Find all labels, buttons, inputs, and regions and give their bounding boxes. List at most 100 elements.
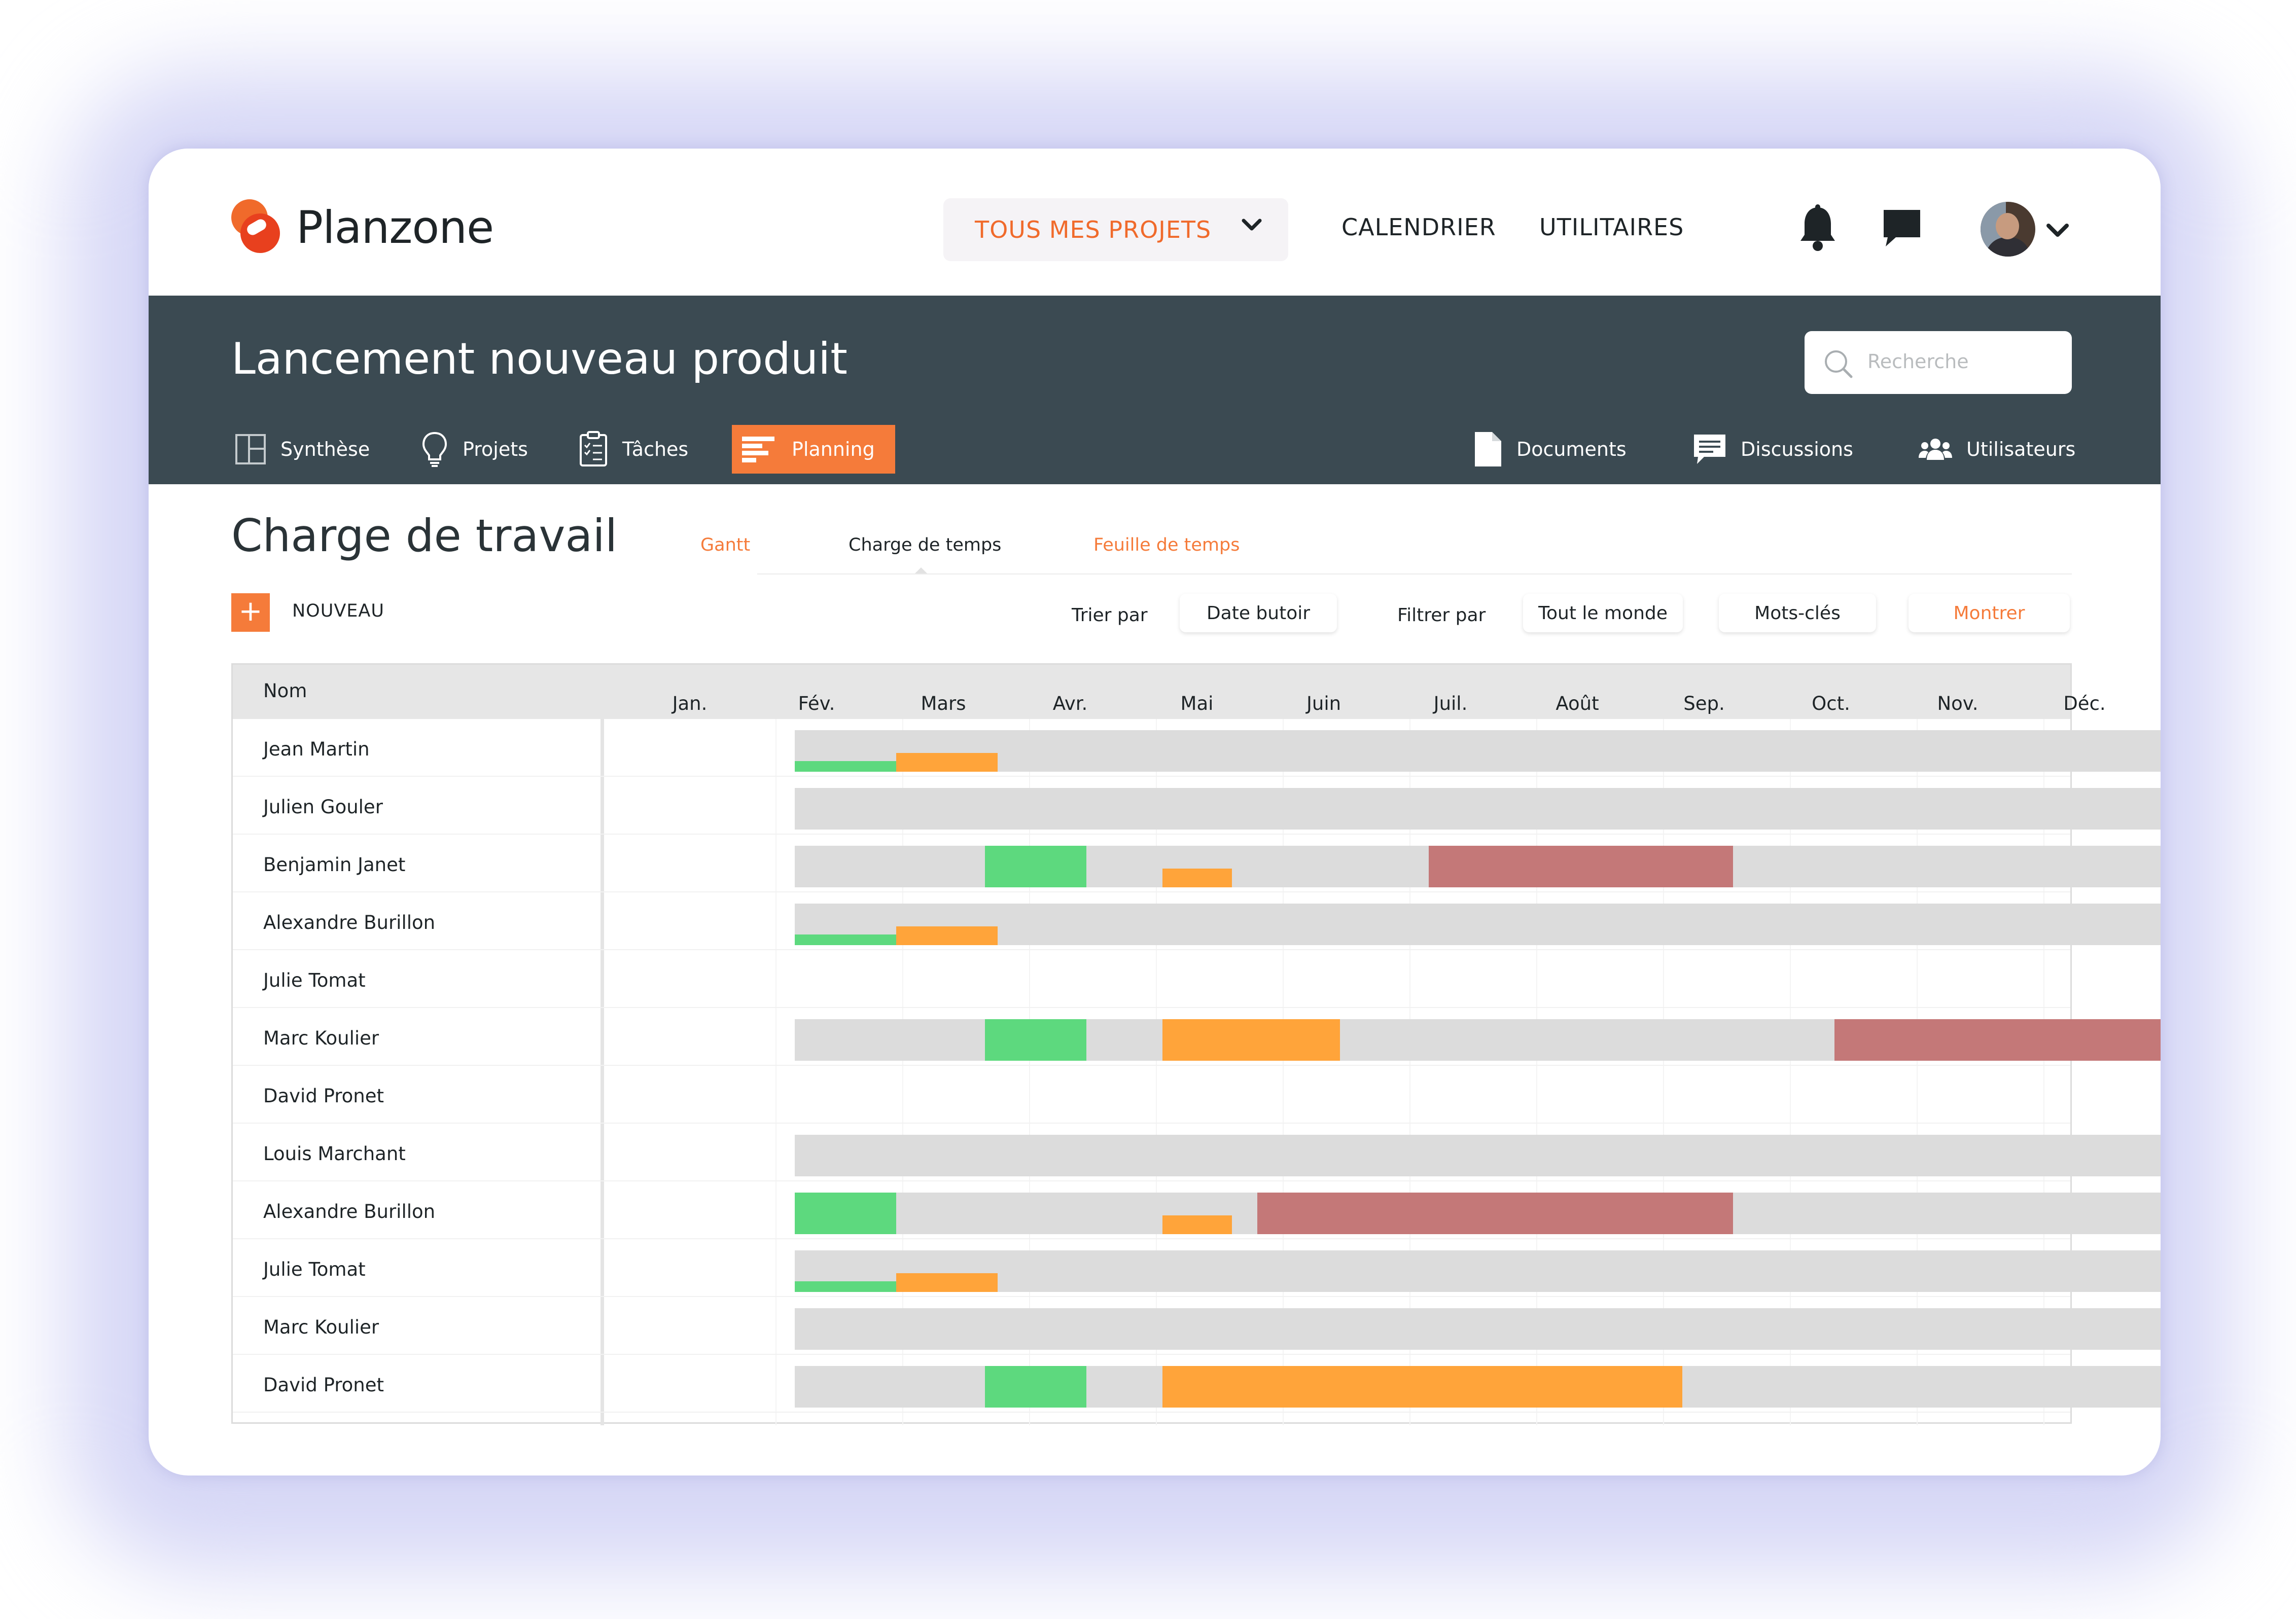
chevron-down-icon[interactable] <box>2046 223 2069 240</box>
month-label: Sep. <box>1683 693 1725 714</box>
month-label: Déc. <box>2063 693 2106 714</box>
gantt-icon <box>742 437 774 462</box>
workload-segment-green[interactable] <box>794 1281 896 1292</box>
workload-track <box>794 1135 2161 1176</box>
search-icon <box>1823 348 1854 382</box>
month-gridline <box>775 719 776 1425</box>
logo[interactable]: Planzone <box>231 199 494 255</box>
filter-label: Filtrer par <box>1397 605 1486 626</box>
resource-name: Marc Koulier <box>263 1027 379 1049</box>
resource-name: Julie Tomat <box>263 969 366 991</box>
projects-dropdown-label: TOUS MES PROJETS <box>975 216 1212 243</box>
table-row[interactable]: David Pronet <box>233 1355 2161 1413</box>
new-label[interactable]: NOUVEAU <box>292 601 384 621</box>
month-gridline <box>1283 719 1284 1425</box>
table-row[interactable]: Marc Koulier <box>233 1297 2161 1355</box>
workload-segment-orange[interactable] <box>896 753 998 772</box>
table-row[interactable]: Louis Marchant <box>233 1124 2161 1181</box>
table-row[interactable]: Julie Tomat <box>233 950 2070 1008</box>
table-row[interactable]: Jean Martin <box>233 719 2161 777</box>
resource-name: David Pronet <box>263 1374 384 1396</box>
bell-icon[interactable] <box>1798 204 1837 253</box>
workload-segment-green[interactable] <box>794 761 896 772</box>
workload-segment-orange[interactable] <box>1162 1215 1232 1234</box>
tab-synthese[interactable]: Synthèse <box>235 425 370 474</box>
table-row[interactable]: David Pronet <box>233 1066 2070 1124</box>
month-gridline <box>1409 719 1410 1425</box>
workload-track <box>794 730 2161 772</box>
tab-discussions[interactable]: Discussions <box>1693 425 1853 474</box>
workload-track <box>794 788 2161 830</box>
subtab-charge-de-temps[interactable]: Charge de temps <box>849 535 1002 555</box>
month-label: Août <box>1556 693 1599 714</box>
keywords-button[interactable]: Mots-clés <box>1719 594 1876 632</box>
tab-documents-label: Documents <box>1516 438 1627 460</box>
month-gridline <box>1790 719 1791 1425</box>
month-gridline <box>1029 719 1030 1425</box>
workload-segment-green[interactable] <box>794 1193 896 1234</box>
search-input[interactable]: Recherche <box>1805 331 2072 394</box>
subtab-gantt[interactable]: Gantt <box>700 535 751 555</box>
workload-track <box>794 904 2161 945</box>
tab-projets[interactable]: Projets <box>421 425 528 474</box>
workload-segment-green[interactable] <box>984 1019 1086 1061</box>
tab-taches-label: Tâches <box>622 438 689 460</box>
workload-segment-orange[interactable] <box>1162 1366 1682 1408</box>
table-row[interactable]: Julien Gouler <box>233 777 2161 835</box>
tab-utilisateurs[interactable]: Utilisateurs <box>1919 425 2075 474</box>
tab-synthese-label: Synthèse <box>280 438 370 460</box>
tab-taches[interactable]: Tâches <box>579 425 688 474</box>
show-button[interactable]: Montrer <box>1909 594 2070 632</box>
resource-name: Marc Koulier <box>263 1316 379 1338</box>
workload-segment-green[interactable] <box>984 1366 1086 1408</box>
search-placeholder: Recherche <box>1867 350 1969 373</box>
workload-segment-orange[interactable] <box>896 1273 998 1292</box>
workload-segment-red[interactable] <box>1834 1019 2161 1061</box>
subtabs-divider <box>757 573 2072 574</box>
workload-segment-red[interactable] <box>1428 846 1733 887</box>
chevron-down-icon <box>1242 218 1262 234</box>
tab-documents[interactable]: Documents <box>1474 425 1627 474</box>
month-label: Oct. <box>1812 693 1850 714</box>
projects-dropdown[interactable]: TOUS MES PROJETS <box>943 198 1288 261</box>
resource-name: David Pronet <box>263 1085 384 1107</box>
filter-select[interactable]: Tout le monde <box>1523 594 1683 632</box>
brand-name: Planzone <box>296 201 494 254</box>
project-title: Lancement nouveau produit <box>231 334 847 384</box>
table-row[interactable]: Julie Tomat <box>233 1239 2161 1297</box>
resource-name: Jean Martin <box>263 738 370 760</box>
workload-segment-red[interactable] <box>1257 1193 1733 1234</box>
nav-utilitaires[interactable]: UTILITAIRES <box>1539 213 1684 241</box>
month-label: Juil. <box>1433 693 1468 714</box>
workload-segment-orange[interactable] <box>1162 1019 1340 1061</box>
table-row[interactable]: Benjamin Janet <box>233 835 2161 892</box>
users-icon <box>1919 439 1952 460</box>
chat-icon[interactable] <box>1881 207 1923 251</box>
table-row[interactable]: Alexandre Burillon <box>233 892 2161 950</box>
add-new-button[interactable]: + <box>231 593 270 632</box>
table-row[interactable]: Marc Koulier <box>233 1008 2161 1066</box>
active-subtab-caret <box>915 567 927 573</box>
month-label: Mars <box>921 693 966 714</box>
app-window: Planzone TOUS MES PROJETS CALENDRIER UTI… <box>149 149 2161 1476</box>
tab-planning[interactable]: Planning <box>732 425 895 474</box>
avatar[interactable] <box>1981 202 2035 257</box>
workload-segment-orange[interactable] <box>896 926 998 945</box>
workload-segment-green[interactable] <box>984 846 1086 887</box>
table-row[interactable]: Alexandre Burillon <box>233 1181 2161 1239</box>
speech-bubble-icon <box>1694 435 1725 464</box>
nav-calendrier[interactable]: CALENDRIER <box>1341 213 1496 241</box>
month-label: Juin <box>1306 693 1341 714</box>
lightbulb-icon <box>422 431 447 467</box>
subtab-feuille-de-temps[interactable]: Feuille de temps <box>1093 535 1240 555</box>
workload-segment-green[interactable] <box>794 934 896 945</box>
resource-name: Julien Gouler <box>263 796 383 818</box>
page-title: Charge de travail <box>231 510 618 562</box>
resource-name: Julie Tomat <box>263 1258 366 1280</box>
workload-segment-orange[interactable] <box>1162 869 1232 887</box>
layout-icon <box>235 434 266 464</box>
resource-name: Louis Marchant <box>263 1143 406 1165</box>
sort-select[interactable]: Date butoir <box>1180 594 1337 632</box>
planzone-logo-icon <box>231 199 282 255</box>
month-gridline <box>1156 719 1157 1425</box>
